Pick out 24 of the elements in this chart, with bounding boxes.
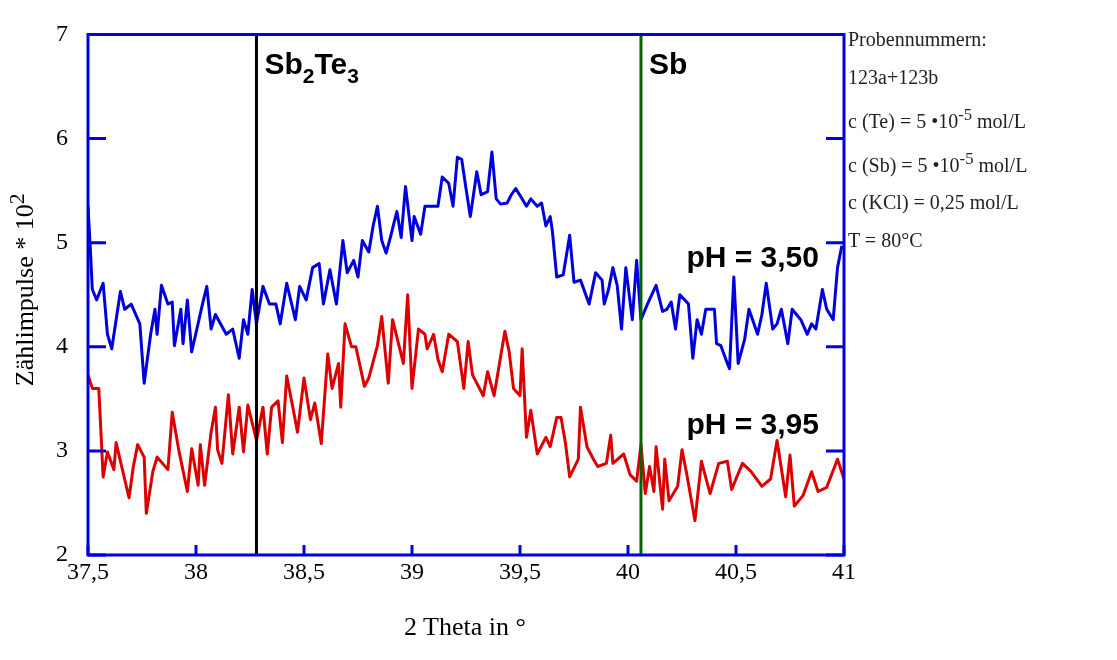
- x-tick-label: 40: [616, 557, 640, 584]
- x-tick-label: 38: [184, 557, 208, 584]
- y-tick-label: 2: [56, 540, 68, 567]
- text: 123a+123b: [848, 65, 940, 90]
- text: c (Sb) = 5 •10$^{-5}$ mol/L: [848, 147, 1028, 179]
- x-tick-label: 41: [832, 557, 856, 584]
- y-tick-label: 6: [56, 123, 68, 150]
- y-tick-label: 4: [56, 332, 68, 359]
- y-tick-label: 5: [56, 227, 68, 254]
- text: T = 80°C: [848, 228, 924, 254]
- legend-label: pH = 3,50: [686, 240, 819, 274]
- x-tick-label: 40,5: [715, 557, 757, 584]
- y-tick-label: 7: [56, 19, 68, 46]
- ref-line-label: Sb: [648, 47, 688, 81]
- text: c (KCl) = 0,25 mol/L: [848, 190, 1020, 216]
- x-axis-title: 2 Theta in °: [403, 612, 527, 642]
- x-tick-label: 38,5: [283, 557, 325, 584]
- text: Probennummern:: [848, 27, 988, 52]
- y-tick-label: 3: [56, 436, 68, 463]
- x-tick-label: 39: [400, 557, 424, 584]
- series-label: pH = 3,95: [686, 406, 819, 440]
- text: c (Te) = 5 •10$^{-5}$ mol/L: [848, 104, 1027, 135]
- x-tick-label: 39,5: [499, 557, 541, 584]
- x-tick-label: 37,5: [67, 557, 109, 584]
